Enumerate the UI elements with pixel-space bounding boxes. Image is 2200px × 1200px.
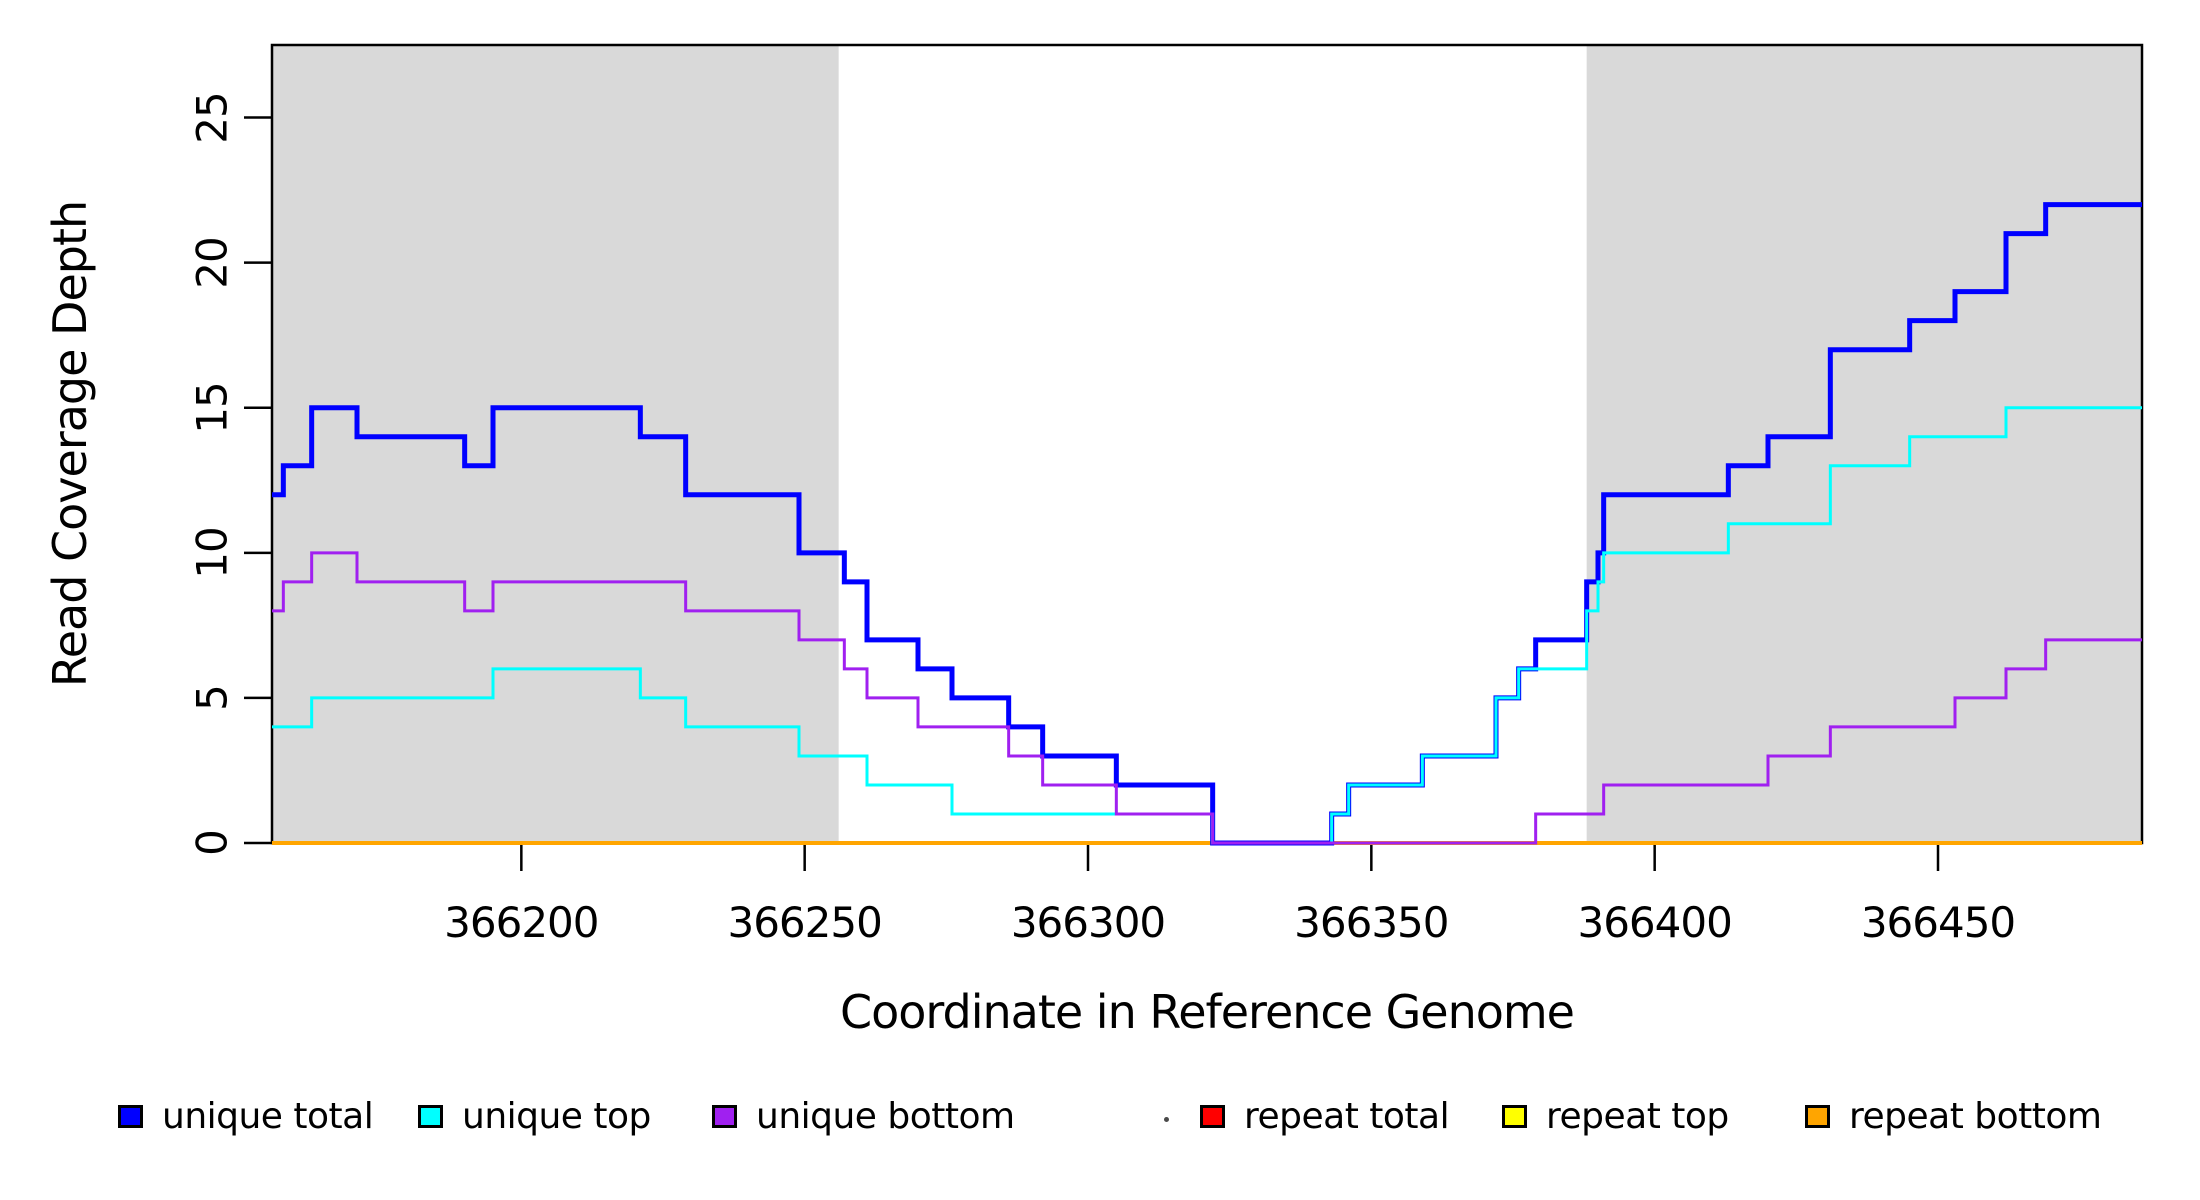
x-axis-title: Coordinate in Reference Genome [840,985,1575,1039]
y-tick-label: 15 [187,381,237,434]
legend-label: unique top [462,1095,651,1137]
series-unique-bottom [272,551,2142,845]
highlight-band-1 [272,45,839,843]
legend-item-repeat-top: repeat top [1502,1088,1729,1144]
y-tick-label: 25 [187,91,237,144]
legend-swatch-icon [418,1104,443,1128]
legend-item-repeat-total: repeat total [1200,1088,1450,1144]
legend-swatch-icon [1805,1104,1830,1128]
legend-item-unique-bottom: unique bottom [712,1088,1015,1144]
legend: unique total unique top unique bottom repea… [0,1088,2200,1144]
legend-item-repeat-bottom: repeat bottom [1805,1088,2102,1144]
x-tick-label: 366350 [1294,898,1449,947]
y-tick-label: 10 [187,527,237,579]
legend-swatch-icon [1502,1104,1527,1128]
legend-item-unique-top: unique top [418,1088,651,1144]
x-tick-label: 366400 [1577,898,1732,947]
legend-label: repeat top [1546,1095,1729,1137]
highlight-band-2 [1586,45,2142,843]
legend-swatch-icon [118,1104,143,1128]
legend-label: unique total [162,1095,374,1137]
y-tick-label: 20 [187,236,237,289]
stray-dot-mark [1164,1117,1169,1122]
x-tick-label: 366200 [444,898,599,947]
legend-swatch-icon [712,1104,737,1128]
legend-item-unique-total: unique total [118,1088,374,1144]
legend-label: unique bottom [756,1095,1015,1137]
y-tick-label: 5 [187,685,237,711]
legend-label: repeat total [1244,1095,1450,1137]
legend-label: repeat bottom [1849,1095,2102,1137]
x-tick-label: 366450 [1860,898,2016,947]
y-tick-label: 0 [187,830,237,856]
legend-swatch-icon [1200,1104,1225,1128]
x-tick-label: 366250 [727,898,882,947]
series-unique-top [272,406,2142,845]
x-tick-label: 366300 [1010,898,1166,947]
y-axis-title: Read Coverage Depth [43,200,97,688]
